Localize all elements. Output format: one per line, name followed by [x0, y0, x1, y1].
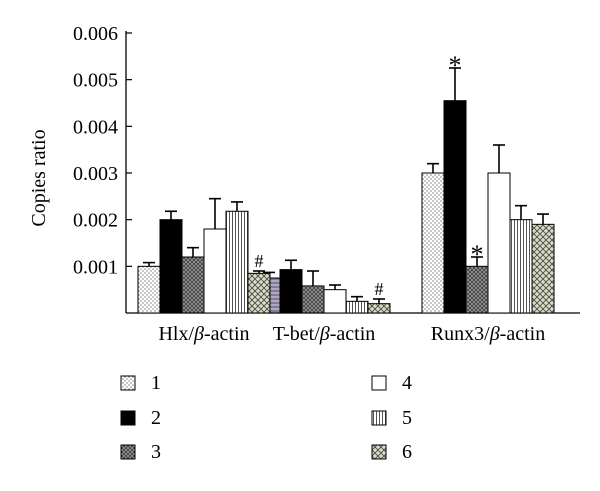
legend-label-6: 6: [402, 441, 412, 463]
y-tick-label: 0.002: [73, 210, 118, 232]
annotation-mark: #: [255, 251, 264, 271]
legend-label-4: 4: [402, 372, 412, 394]
y-tick-label: 0.004: [73, 116, 118, 138]
legend-label-5: 5: [402, 407, 412, 429]
bar-6-group-1: [247, 272, 271, 314]
legend-swatch-4: [371, 375, 387, 391]
legend-swatch-2: [120, 410, 136, 426]
y-axis-label: Copies ratio: [28, 129, 50, 226]
bar-5-group-3: [509, 219, 533, 314]
legend: 1 2 3 4 5 6: [120, 372, 412, 463]
bar-6-group-3: [531, 223, 555, 314]
group-labels: Hlx/β-actin T-bet/β-actin Runx3/β-actin: [158, 323, 545, 345]
bar-4-group-2: [323, 289, 347, 314]
bar-1-group-3: [421, 172, 445, 314]
bar-3-group-2: [301, 285, 325, 314]
legend-swatch-1: [120, 375, 136, 391]
bar-1-group-1: [137, 265, 161, 314]
bar-2-group-3: [443, 100, 467, 314]
x-group-label: Runx3/β-actin: [431, 323, 545, 345]
bars: # # * *: [137, 51, 555, 314]
bar-4-group-3: [487, 172, 511, 314]
bar-5-group-1: [225, 210, 249, 314]
y-tick-label: 0.001: [73, 256, 118, 278]
bar-2-group-2: [279, 269, 303, 314]
bar-3-group-1: [181, 256, 205, 314]
legend-label-3: 3: [151, 441, 161, 463]
legend-swatch-5: [371, 410, 387, 426]
y-tick-label: 0.003: [73, 163, 118, 185]
y-tick-label: 0.006: [73, 23, 118, 45]
x-group-label: Hlx/β-actin: [158, 323, 249, 345]
bar-5-group-2: [345, 300, 369, 314]
annotation-mark: *: [471, 240, 484, 269]
bar-3-group-3: [465, 265, 489, 314]
bar-2-group-1: [159, 219, 183, 314]
annotation-mark: *: [449, 51, 462, 80]
bar-6-group-2: [367, 303, 391, 314]
x-group-label: T-bet/β-actin: [273, 323, 376, 345]
legend-swatch-6: [371, 444, 387, 460]
legend-label-1: 1: [151, 372, 161, 394]
y-tick-label: 0.005: [73, 70, 118, 92]
legend-swatch-3: [120, 444, 136, 460]
axes: 0.001 0.002 0.003 0.004 0.005 0.006 Copies rat…: [28, 23, 580, 314]
legend-label-2: 2: [151, 407, 161, 429]
bar-4-group-1: [203, 228, 227, 314]
annotation-mark: #: [375, 279, 384, 299]
